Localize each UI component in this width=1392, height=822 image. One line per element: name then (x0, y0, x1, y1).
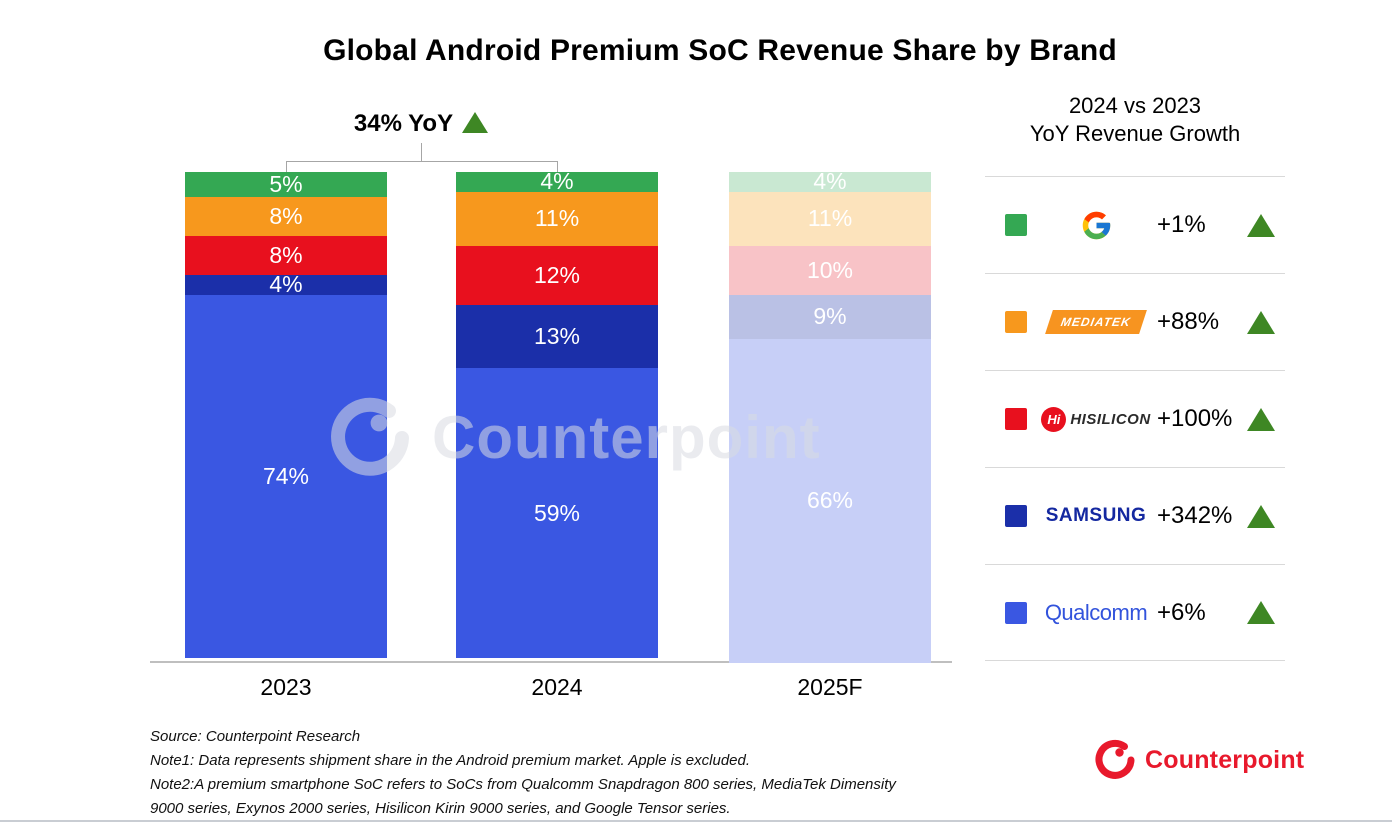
segment-google-2023: 5% (185, 172, 387, 197)
hisilicon-logo: Hi HISILICON (1040, 406, 1152, 432)
mediatek-color-swatch (1005, 311, 1027, 333)
hisilicon-color-swatch (1005, 408, 1027, 430)
up-triangle-icon (1247, 407, 1275, 431)
x-axis-label-2023: 2023 (260, 674, 312, 700)
bracket-left-tick (286, 161, 287, 172)
segment-value-label: 8% (269, 202, 303, 229)
footnote-source: Source: Counterpoint Research (150, 728, 361, 745)
segment-value-label: 8% (269, 241, 303, 268)
footnote-note2-line1: Note2:A premium smartphone SoC refers to… (150, 776, 896, 793)
up-triangle-icon (1247, 504, 1275, 528)
segment-mediatek-2024: 11% (456, 191, 658, 246)
chart-title: Global Android Premium SoC Revenue Share… (323, 34, 1117, 67)
segment-value-label: 4% (813, 168, 847, 195)
qualcomm-color-swatch (1005, 601, 1027, 624)
segment-qualcomm-2025f: 66% (729, 338, 931, 663)
bar-2023: 5% 8% 8% 4% 74% (185, 172, 387, 663)
up-triangle-icon (1247, 601, 1275, 624)
footnotes: Source: Counterpoint Research Note1: Dat… (150, 725, 896, 820)
google-growth-value: +1% (1157, 211, 1206, 238)
legend-title-line1: 2024 vs 2023 (1068, 93, 1202, 118)
legend-row-qualcomm: Qualcomm +6% (985, 564, 1285, 661)
segment-hisilicon-2025f: 10% (729, 245, 931, 295)
legend-row-samsung: SAMSUNG +342% (985, 467, 1285, 564)
x-axis-label-2024: 2024 (531, 674, 583, 700)
segment-value-label: 10% (806, 256, 854, 283)
legend-title-line2: YoY Revenue Growth (1029, 121, 1241, 146)
segment-value-label: 5% (269, 170, 303, 197)
mediatek-growth-value: +88% (1157, 308, 1220, 335)
qualcomm-wordmark: Qualcomm (1044, 599, 1148, 625)
samsung-wordmark: SAMSUNG (1045, 505, 1147, 526)
samsung-logo: SAMSUNG (1040, 505, 1152, 527)
segment-value-label: 4% (269, 271, 303, 298)
footnote-note2-line2: 9000 series, Exynos 2000 series, Hisilic… (150, 800, 731, 817)
bracket-right-tick (557, 161, 558, 172)
segment-samsung-2025f: 9% (729, 294, 931, 339)
hisilicon-wordmark: Hi HISILICON (1041, 406, 1150, 432)
segment-google-2025f: 4% (729, 168, 931, 195)
hisilicon-growth-value: +100% (1157, 405, 1233, 432)
mediatek-wordmark: MEDIATEK (1045, 310, 1147, 334)
up-triangle-icon (462, 112, 489, 133)
segment-value-label: 59% (533, 499, 581, 526)
bracket-stem (421, 143, 422, 161)
segment-value-label: 12% (533, 261, 581, 288)
legend-row-google: +1% (985, 176, 1285, 273)
segment-mediatek-2023: 8% (185, 196, 387, 236)
google-g-icon (1082, 211, 1110, 239)
segment-value-label: 9% (813, 303, 847, 330)
samsung-growth-value: +342% (1157, 502, 1233, 529)
google-color-swatch (1005, 214, 1027, 236)
segment-hisilicon-2023: 8% (185, 235, 387, 276)
bar-2024: 4% 11% 12% 13% 59% (456, 168, 658, 663)
segment-value-label: 11% (534, 205, 580, 232)
hisilicon-icon: Hi (1041, 406, 1067, 432)
counterpoint-logo-text: Counterpoint (1145, 745, 1305, 774)
legend-row-hisilicon: Hi HISILICON +100% (985, 370, 1285, 467)
segment-samsung-2024: 13% (456, 304, 658, 369)
segment-value-label: 13% (533, 322, 581, 349)
up-triangle-icon (1247, 213, 1275, 237)
legend-panel: 2024 vs 2023 YoY Revenue Growth +1% MEDI… (985, 90, 1285, 661)
segment-google-2024: 4% (456, 168, 658, 195)
counterpoint-logo-icon (1095, 739, 1135, 779)
segment-value-label: 74% (262, 462, 310, 489)
segment-mediatek-2025f: 11% (729, 191, 931, 246)
bar-2025f: 4% 11% 10% 9% 66% (729, 168, 931, 663)
legend-row-mediatek: MEDIATEK +88% (985, 273, 1285, 370)
segment-qualcomm-2023: 74% (185, 294, 387, 659)
segment-samsung-2023: 4% (185, 271, 387, 298)
samsung-color-swatch (1005, 505, 1027, 527)
footnote-note1: Note1: Data represents shipment share in… (150, 752, 751, 769)
google-logo (1040, 209, 1152, 242)
counterpoint-logo: Counterpoint (1094, 739, 1304, 781)
mediatek-logo: MEDIATEK (1040, 310, 1152, 334)
segment-value-label: 4% (540, 168, 574, 195)
segment-value-label: 11% (807, 205, 853, 232)
legend-header: 2024 vs 2023 YoY Revenue Growth (985, 90, 1285, 176)
x-axis-line (150, 661, 952, 663)
x-axis-label-2025f: 2025F (797, 674, 863, 700)
total-growth-annotation: 34% YoY (301, 110, 541, 138)
qualcomm-growth-value: +6% (1157, 598, 1206, 626)
qualcomm-logo: Qualcomm (1040, 600, 1152, 626)
total-growth-label: 34% YoY (353, 110, 454, 137)
up-triangle-icon (1247, 310, 1275, 334)
bracket-horizontal-line (286, 161, 558, 162)
segment-hisilicon-2024: 12% (456, 245, 658, 305)
segment-qualcomm-2024: 59% (456, 368, 658, 659)
segment-value-label: 66% (806, 487, 854, 514)
